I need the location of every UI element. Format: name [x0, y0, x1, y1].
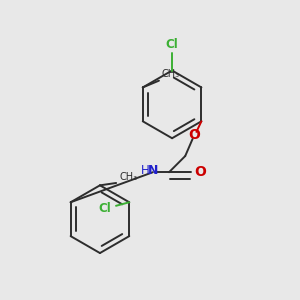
Text: CH₃: CH₃ [162, 69, 180, 79]
Text: H: H [140, 164, 149, 177]
Text: O: O [188, 128, 200, 142]
Text: N: N [148, 164, 158, 177]
Text: Cl: Cl [166, 38, 178, 51]
Text: CH₃: CH₃ [120, 172, 138, 182]
Text: Cl: Cl [99, 202, 112, 215]
Text: O: O [195, 165, 206, 179]
